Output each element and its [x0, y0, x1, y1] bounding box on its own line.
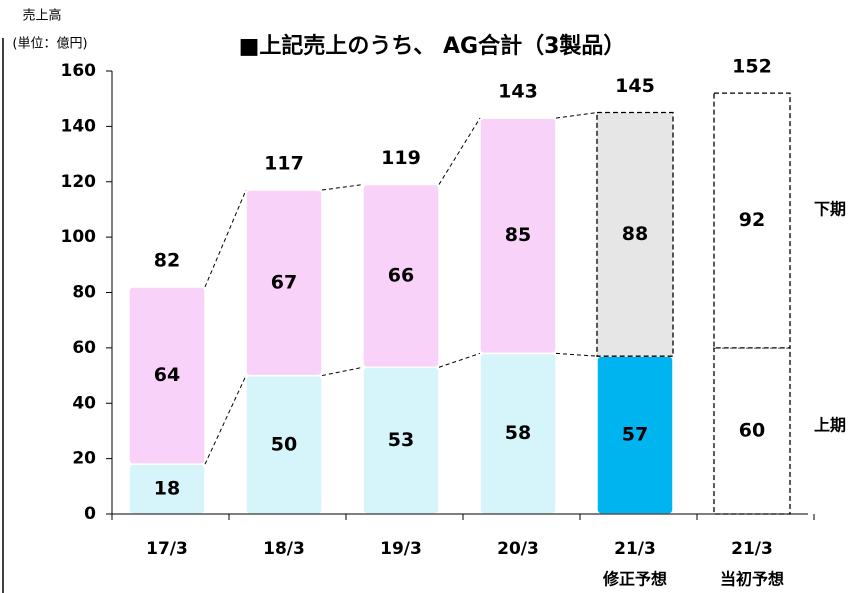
- y-tick-label: 0: [84, 504, 96, 524]
- y-tick-label: 140: [61, 116, 97, 136]
- value-label: 53: [388, 429, 414, 451]
- value-label: 58: [505, 422, 531, 444]
- value-label: 57: [622, 424, 648, 446]
- value-label: 88: [622, 223, 648, 245]
- y-axis-label: 売上高: [22, 8, 61, 24]
- value-label: 66: [388, 264, 414, 286]
- x-tick-label: 19/3: [380, 539, 422, 559]
- x-tick-label: 21/3: [614, 539, 656, 559]
- chart-title: ■上記売上のうち、 AG合計（3製品）: [239, 33, 626, 59]
- bar-segment: [713, 92, 791, 349]
- bar-segment: [479, 117, 557, 355]
- y-tick-label: 160: [61, 61, 97, 81]
- y-tick-label: 80: [72, 283, 96, 303]
- connector: [555, 112, 598, 119]
- legend-label: 上期: [814, 416, 846, 435]
- bar-segment: [362, 183, 440, 369]
- value-label: 64: [154, 364, 180, 386]
- value-label: 18: [154, 478, 180, 500]
- connector: [555, 352, 598, 357]
- y-axis-unit: (単位：億円): [12, 36, 87, 52]
- total-label: 145: [615, 75, 655, 97]
- value-label: 50: [271, 433, 297, 455]
- connector: [438, 352, 481, 368]
- connector: [204, 189, 247, 288]
- y-tick-label: 20: [72, 449, 96, 469]
- y-tick-label: 120: [61, 172, 97, 192]
- legend-label: 下期: [814, 200, 846, 219]
- total-label: 117: [264, 153, 304, 175]
- x-tick-label: 18/3: [263, 539, 305, 559]
- connector: [204, 375, 247, 465]
- x-tick-label: 17/3: [146, 539, 188, 559]
- bar-segment: [128, 286, 206, 465]
- connector: [438, 117, 481, 185]
- x-tick-label: 21/3: [731, 539, 773, 559]
- y-tick-label: 100: [61, 227, 97, 247]
- y-tick-label: 40: [72, 393, 96, 413]
- bar-segment: [596, 111, 674, 357]
- total-label: 143: [498, 81, 538, 103]
- value-label: 60: [739, 419, 765, 441]
- value-label: 92: [739, 209, 765, 231]
- total-label: 152: [732, 56, 772, 78]
- value-label: 67: [271, 271, 297, 293]
- x-tick-note: 修正予想: [602, 570, 667, 589]
- y-tick-label: 60: [72, 338, 96, 358]
- bar-segment: [245, 189, 323, 377]
- connector: [321, 184, 364, 191]
- total-label: 82: [154, 249, 180, 271]
- total-label: 119: [381, 147, 421, 169]
- x-tick-note: 当初予想: [720, 570, 784, 589]
- value-label: 85: [505, 224, 531, 246]
- connector: [321, 366, 364, 377]
- x-tick-label: 20/3: [497, 539, 539, 559]
